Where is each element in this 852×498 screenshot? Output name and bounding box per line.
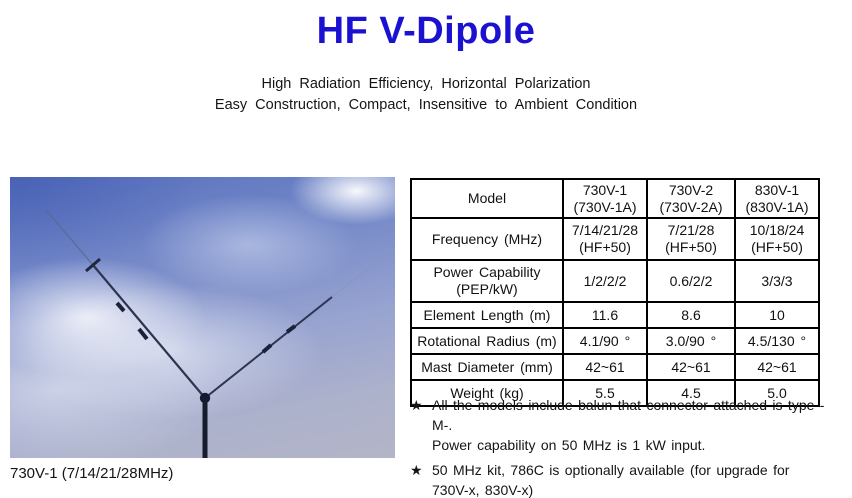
- row-label: Rotational Radius (m): [410, 327, 564, 355]
- antenna-photo: [10, 177, 395, 458]
- footnote-text: 50 MHz kit, 786C is optionally available…: [432, 462, 790, 498]
- subtitle-line-1: High Radiation Efficiency, Horizontal Po…: [261, 76, 591, 92]
- page-title: HF V-Dipole: [316, 10, 536, 52]
- row-label: Frequency (MHz): [410, 217, 564, 261]
- cell-value: 5.5: [562, 379, 648, 407]
- table-row-rotational-radius: Rotational Radius (m) 4.1/90 ° 3.0/90 ° …: [410, 327, 820, 355]
- cell-value: 4.5: [646, 379, 736, 407]
- footnote-text: All the models include balun that connec…: [432, 397, 825, 453]
- footnote-50mhz-kit: ★ 50 MHz kit, 786C is optionally availab…: [410, 460, 838, 498]
- model-column-header: 830V-1 (830V-1A): [734, 178, 820, 219]
- antenna-left-trap: [115, 301, 126, 313]
- photo-caption: 730V-1 (7/14/21/28MHz): [10, 465, 174, 482]
- cell-value: 42~61: [646, 353, 736, 381]
- cell-value: 7/14/21/28 (HF+50): [562, 217, 648, 261]
- table-row-element-length: Element Length (m) 11.6 8.6 10: [410, 301, 820, 329]
- footnotes: ★ All the models include balun that conn…: [410, 395, 838, 498]
- antenna-mast: [202, 398, 208, 458]
- cell-value: 10: [734, 301, 820, 329]
- cell-value: 42~61: [734, 353, 820, 381]
- cell-value: 0.6/2/2: [646, 259, 736, 303]
- antenna-graphic: [45, 209, 392, 458]
- cell-value: 3.0/90 °: [646, 327, 736, 355]
- table-corner-label: Model: [410, 178, 564, 219]
- antenna-right-trap: [285, 324, 297, 334]
- table-row-power: Power Capability (PEP/kW) 1/2/2/2 0.6/2/…: [410, 259, 820, 303]
- cell-value: 11.6: [562, 301, 648, 329]
- cell-value: 10/18/24 (HF+50): [734, 217, 820, 261]
- table-row-mast-diameter: Mast Diameter (mm) 42~61 42~61 42~61: [410, 353, 820, 381]
- cell-value: 5.0: [734, 379, 820, 407]
- antenna-left-trap: [137, 327, 149, 341]
- cell-value: 8.6: [646, 301, 736, 329]
- table-row-frequency: Frequency (MHz) 7/14/21/28 (HF+50) 7/21/…: [410, 217, 820, 261]
- row-label: Element Length (m): [410, 301, 564, 329]
- row-label: Mast Diameter (mm): [410, 353, 564, 381]
- model-column-header: 730V-1 (730V-1A): [562, 178, 648, 219]
- star-icon: ★: [410, 462, 423, 478]
- antenna-left-element-tip: [45, 209, 94, 266]
- model-column-header: 730V-2 (730V-2A): [646, 178, 736, 219]
- antenna-left-cross-piece: [85, 257, 101, 273]
- antenna-left-element: [92, 264, 206, 399]
- spec-table: Model 730V-1 (730V-1A) 730V-2 (730V-2A) …: [410, 178, 820, 407]
- cell-value: 7/21/28 (HF+50): [646, 217, 736, 261]
- cell-value: 1/2/2/2: [562, 259, 648, 303]
- table-row-weight: Weight (kg) 5.5 4.5 5.0: [410, 379, 820, 407]
- antenna-right-element-tip: [331, 250, 392, 298]
- subtitle-line-2: Easy Construction, Compact, Insensitive …: [214, 97, 638, 113]
- cell-value: 4.1/90 °: [562, 327, 648, 355]
- footnote-balun: ★ All the models include balun that conn…: [410, 395, 838, 455]
- cell-value: 4.5/130 °: [734, 327, 820, 355]
- cell-value: 3/3/3: [734, 259, 820, 303]
- table-header-row: Model 730V-1 (730V-1A) 730V-2 (730V-2A) …: [410, 178, 820, 219]
- row-label: Power Capability (PEP/kW): [410, 259, 564, 303]
- cell-value: 42~61: [562, 353, 648, 381]
- row-label: Weight (kg): [410, 379, 564, 407]
- antenna-right-trap: [261, 343, 273, 354]
- star-icon: ★: [410, 397, 423, 413]
